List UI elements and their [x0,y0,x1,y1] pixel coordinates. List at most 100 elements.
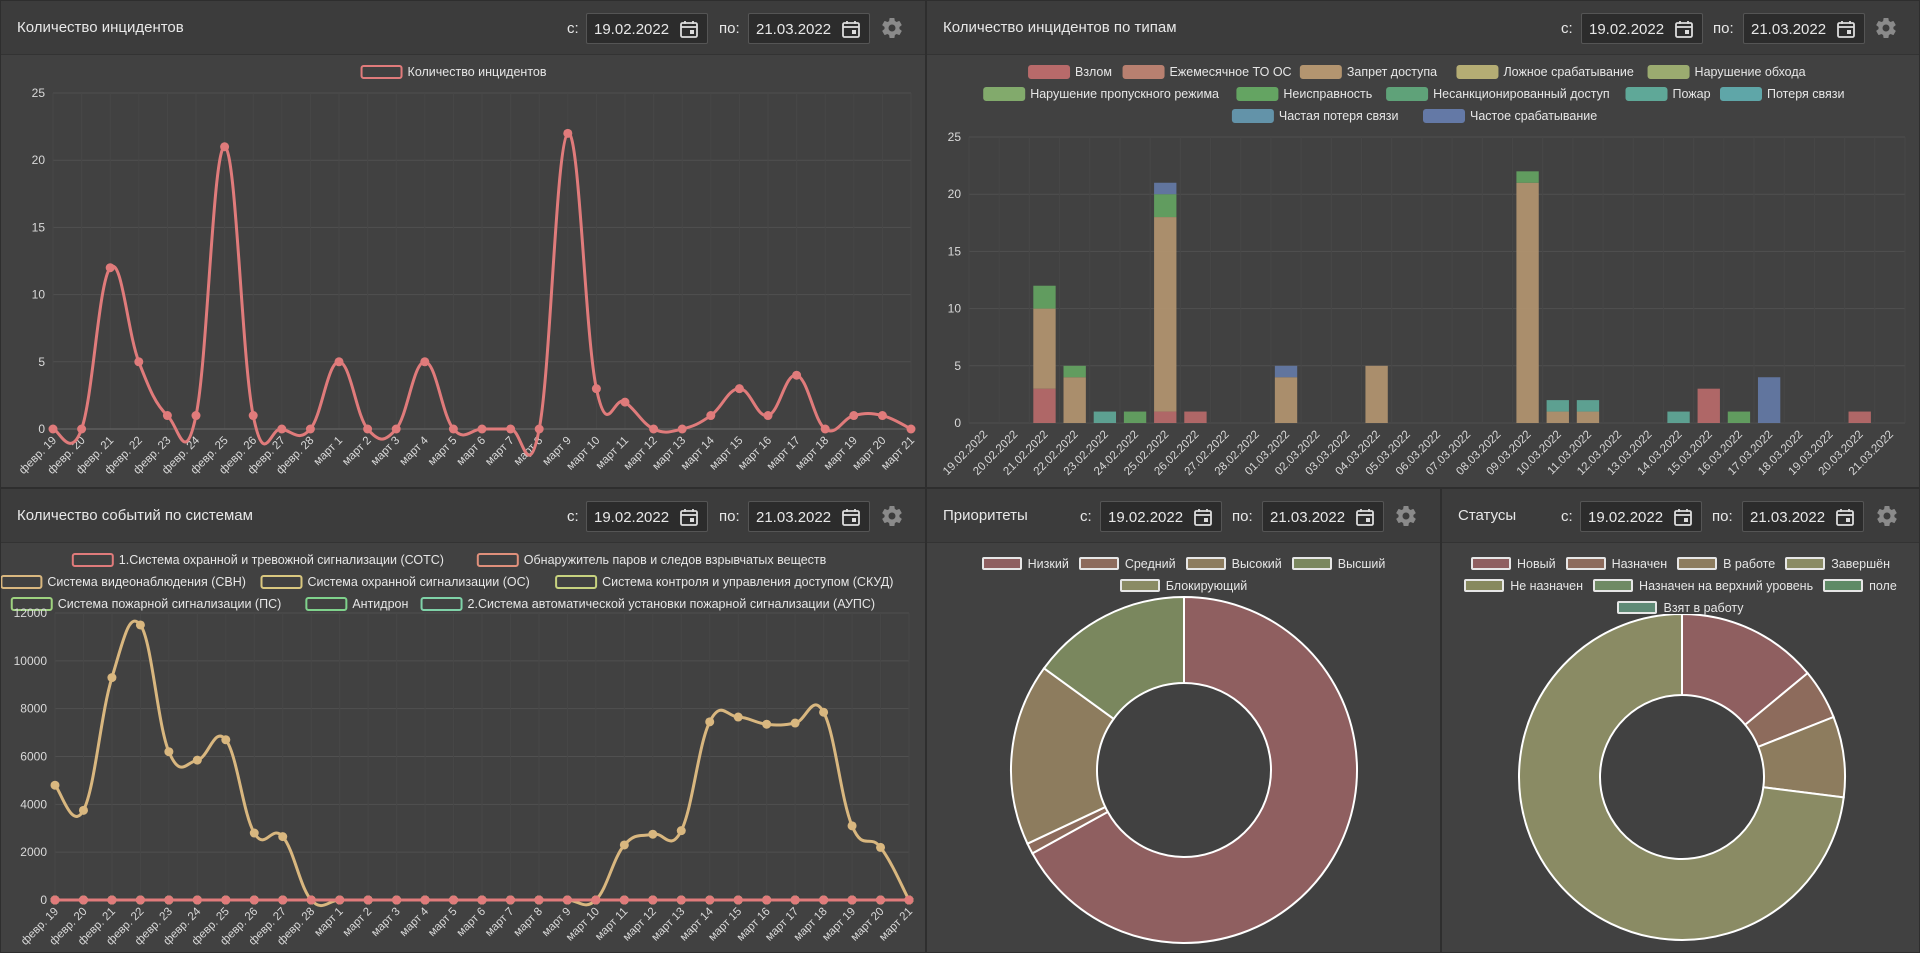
bar-segment [1154,217,1177,412]
data-point [78,895,88,905]
legend-item[interactable]: Высокий [1185,553,1282,575]
gear-icon[interactable] [880,504,904,528]
legend-swatch [1122,65,1165,79]
from-date-input[interactable]: 19.02.2022 [1581,13,1703,44]
x-tick-label: март 5 [426,906,459,939]
data-point [706,411,716,421]
to-date-input[interactable]: 21.03.2022 [748,13,870,44]
to-date-input[interactable]: 21.03.2022 [1743,13,1865,44]
legend-label: Средний [1124,557,1176,571]
calendar-icon[interactable] [1836,19,1856,39]
calendar-icon[interactable] [679,507,699,527]
x-tick-label: март 1 [312,435,345,468]
gear-icon[interactable] [880,16,904,40]
data-point [77,424,87,434]
gear-icon[interactable] [1394,504,1418,528]
to-date-input[interactable]: 21.03.2022 [1262,501,1384,532]
data-point [248,411,258,421]
to-date-input[interactable]: 21.03.2022 [1742,501,1864,532]
priorities-donut-chart[interactable] [927,594,1441,953]
to-date-value: 21.03.2022 [756,509,832,526]
data-point [792,370,802,380]
bar-segment [1123,411,1147,423]
legend-item[interactable]: Не назначен [1464,575,1583,597]
calendar-icon[interactable] [1193,507,1213,527]
calendar-icon[interactable] [679,19,699,39]
data-point [676,826,686,836]
bar-segment [1033,308,1056,389]
legend-item[interactable]: Новый [1470,553,1556,575]
legend-item[interactable]: Завершён [1785,553,1890,575]
calendar-icon[interactable] [1673,507,1693,527]
legend-item[interactable]: Назначен на верхний уровень [1593,575,1813,597]
legend-swatch [1386,87,1429,101]
y-tick-label: 2000 [20,845,47,859]
data-point [363,895,373,905]
data-point [534,424,544,434]
legend-label: Частое срабатывание [1470,109,1597,123]
by-type-bar-chart[interactable]: Взлом Ежемесячное ТО ОС Запрет доступа Ложн… [927,55,1920,488]
bar-segment [1697,388,1720,423]
legend-item[interactable]: Назначен [1565,553,1667,575]
data-point [363,424,373,434]
legend-item[interactable]: Средний [1078,553,1176,575]
bar-segment [1848,411,1871,423]
from-date-input[interactable]: 19.02.2022 [1580,501,1702,532]
data-point [733,895,743,905]
data-point [220,142,230,152]
data-point [391,424,401,434]
from-date-input[interactable]: 19.02.2022 [586,501,708,532]
data-point [648,895,658,905]
statuses-donut-chart[interactable] [1442,614,1920,953]
legend-swatch [983,87,1026,101]
y-tick-label: 25 [32,86,46,100]
calendar-icon[interactable] [1835,507,1855,527]
data-point [105,263,115,273]
legend-item[interactable]: В работе [1677,553,1775,575]
statuses-panel: Статусы с: 19.02.2022 по: 21.03.2022 Нов… [1441,488,1920,953]
legend-label: Не назначен [1510,579,1584,593]
data-point [278,832,288,842]
data-point [50,780,60,790]
legend-item[interactable]: Взят в работу [1617,597,1744,619]
data-point [449,895,459,905]
legend-label: Система видеонаблюдения (СВН) [47,575,246,589]
from-date-input[interactable]: 19.02.2022 [1100,501,1222,532]
legend-label: Высокий [1231,557,1282,571]
panel-header: Приоритеты с: 19.02.2022 по: 21.03.2022 [927,489,1440,543]
to-label: по: [719,508,740,525]
panel-title: Количество событий по системам [17,507,253,524]
from-date-value: 19.02.2022 [594,21,670,38]
systems-line-chart[interactable]: 1.Система охранной и тревожной сигнализа… [1,543,926,953]
data-point [392,895,402,905]
legend-item[interactable]: Низкий [981,553,1069,575]
from-label: с: [1080,508,1092,525]
legend-item[interactable]: поле [1823,575,1897,597]
legend-swatch [260,575,303,589]
bar-segment [1516,171,1539,183]
gear-icon[interactable] [1874,16,1898,40]
legend-swatch [305,597,348,611]
legend-label: 2.Система автоматической установки пожар… [468,597,876,611]
data-point [676,895,686,905]
gear-icon[interactable] [1875,504,1899,528]
legend-swatch [1647,65,1690,79]
data-point [649,424,659,434]
y-tick-label: 10 [32,288,46,302]
data-point [648,829,658,839]
calendar-icon[interactable] [841,507,861,527]
panel-title: Статусы [1458,507,1517,524]
legend-item[interactable]: Блокирующий [1119,575,1247,597]
calendar-icon[interactable] [841,19,861,39]
calendar-icon[interactable] [1355,507,1375,527]
to-date-input[interactable]: 21.03.2022 [748,501,870,532]
to-label: по: [719,20,740,37]
from-date-input[interactable]: 19.02.2022 [586,13,708,44]
data-point [107,673,117,683]
bar-segment [1546,400,1569,412]
systems-panel: Количество событий по системам с: 19.02.… [0,488,926,953]
y-tick-label: 0 [40,893,47,907]
legend-item[interactable]: Высший [1291,553,1385,575]
calendar-icon[interactable] [1674,19,1694,39]
